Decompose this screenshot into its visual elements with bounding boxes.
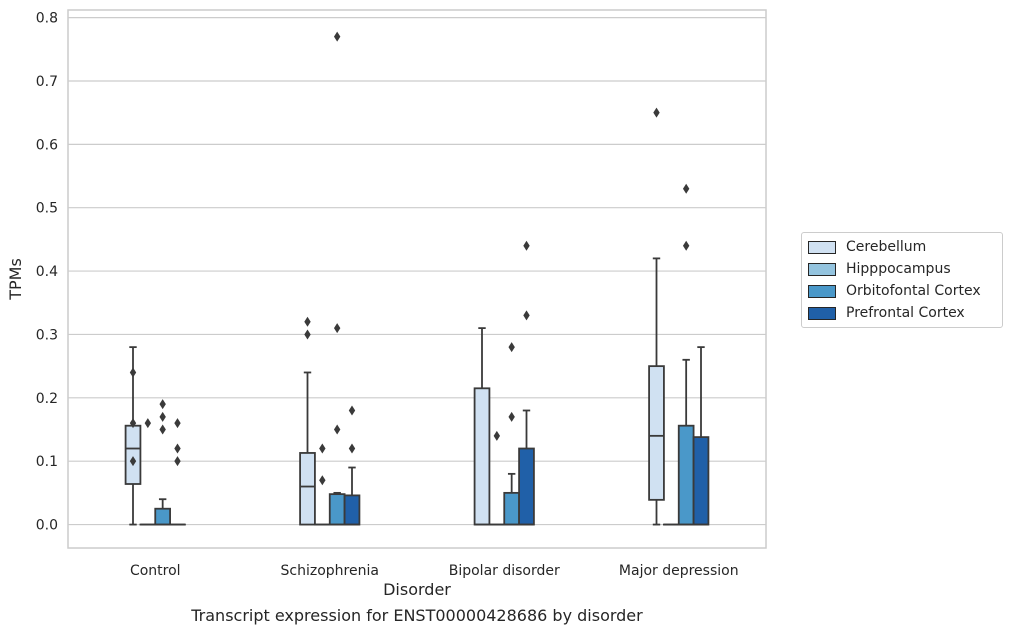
y-tick-label: 0.6 [36,137,58,153]
legend-swatch [808,307,836,320]
legend-swatch [808,263,836,276]
legend-label: Hipppocampus [846,261,951,277]
legend-swatch [808,241,836,254]
legend: Cerebellum Hipppocampus Orbitofontal Cor… [801,232,1003,328]
box-iqr [300,453,315,525]
y-tick-label: 0.1 [36,454,58,470]
box-iqr [126,426,141,484]
box-iqr [504,493,519,525]
box-iqr [475,388,490,524]
legend-item-hippocampus: Hipppocampus [808,259,951,279]
y-tick-label: 0.2 [36,391,58,407]
y-tick-label: 0.7 [36,74,58,90]
box-iqr [345,495,360,524]
box-iqr [330,494,345,524]
y-tick-label: 0.5 [36,201,58,217]
x-tick-label: Major depression [619,563,739,579]
y-tick-label: 0.4 [36,264,58,280]
box-iqr [694,437,709,524]
x-tick-label: Control [130,563,181,579]
x-tick-label: Bipolar disorder [449,563,560,579]
legend-item-prefrontal-cortex: Prefrontal Cortex [808,303,965,323]
box-iqr [649,366,664,500]
legend-label: Orbitofontal Cortex [846,283,981,299]
legend-item-orbitofrontal-cortex: Orbitofontal Cortex [808,281,981,301]
legend-label: Cerebellum [846,239,926,255]
box-iqr [679,426,694,525]
x-tick-label: Schizophrenia [281,563,379,579]
box-iqr [155,509,170,525]
x-axis-label: Disorder [383,580,451,599]
legend-item-cerebellum: Cerebellum [808,237,926,257]
y-tick-label: 0.3 [36,327,58,343]
box-iqr [519,449,534,525]
y-axis-label: TPMs [6,258,25,301]
y-tick-label: 0.0 [36,518,58,534]
legend-swatch [808,285,836,298]
y-tick-label: 0.8 [36,11,58,27]
figure-caption: Transcript expression for ENST0000042868… [0,606,834,625]
legend-label: Prefrontal Cortex [846,305,965,321]
